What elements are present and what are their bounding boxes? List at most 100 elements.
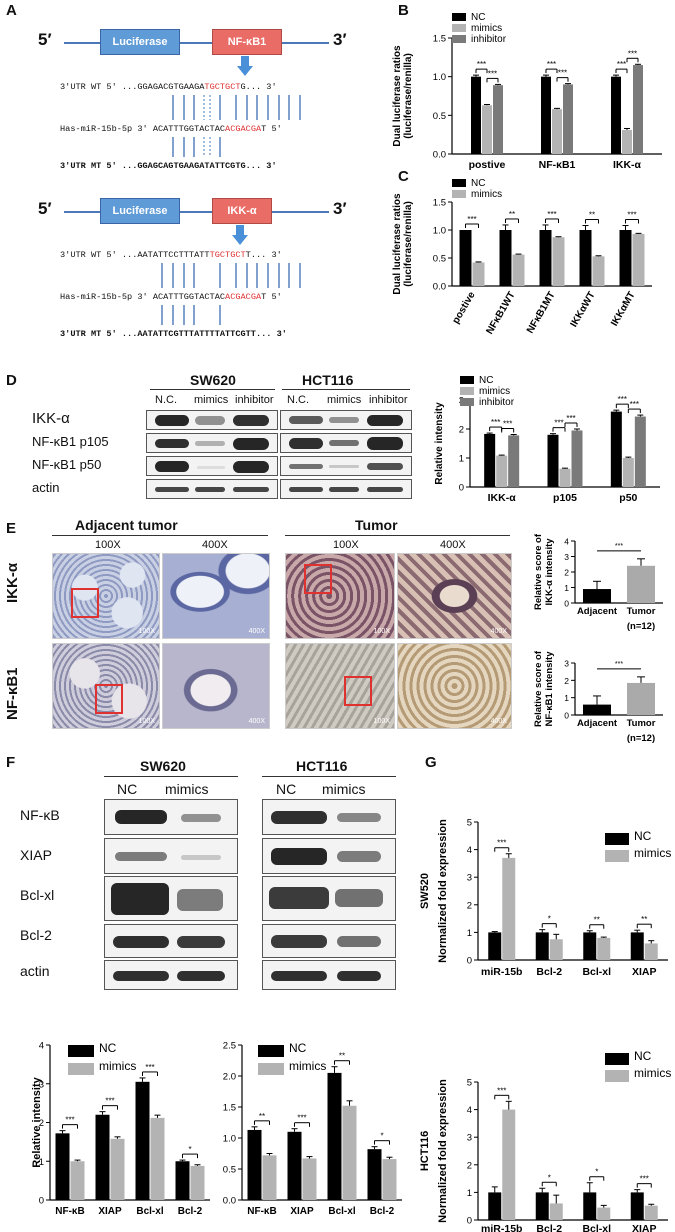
sig-label: *** [628,49,637,58]
bar [611,76,621,154]
bar [247,1129,262,1200]
sig-label: *** [488,69,497,78]
blot-band [337,936,381,947]
sig-label: *** [615,543,623,550]
blot-band [195,487,225,492]
y-tick-label: 3 [467,1133,472,1144]
panel-a: 5′ 3′ Luciferase NF-κB1 3'UTR WT 5' ...G… [0,0,380,355]
n-note: (n=12) [627,733,655,744]
panel-label-d: D [6,372,17,389]
y-tick-label: 2 [467,900,472,911]
y-tick-label: 0.5 [433,254,446,265]
y-tick-label: 1 [467,928,472,939]
bar [512,254,525,286]
sig-label: *** [467,215,476,224]
y-tick-label: 4 [39,1041,44,1052]
seq1-mt-lines [172,137,221,157]
x-tick-label: XIAP [98,1206,122,1217]
mag-label: 100X [333,539,359,551]
x-tick-label: NF-κB [55,1206,84,1217]
x-tick-label: NFκB1WT [484,290,517,336]
row-xiap: XIAP [20,847,52,863]
y-tick-label: 5 [467,1078,472,1089]
panel-f-blots: SW620 HCT116 NC mimics NC mimics NF-κB X… [0,755,410,990]
bar [488,1192,502,1220]
bar [634,416,646,487]
x-tick-label: postive [469,159,506,171]
row-bcl2: Bcl-2 [20,927,52,943]
y-tick-label: 0 [467,1216,472,1227]
mag-label: 400X [440,539,466,551]
bar [552,109,562,154]
blot-band [113,936,169,948]
blot-band [337,813,381,822]
row-p105: NF-κB1 p105 [32,434,109,449]
x-tick-label: Adjacent [577,606,618,617]
seq2-mt: 3'UTR MT 5' ...AATATTCGTTTATTTTATTCGTT..… [60,329,287,339]
y-tick-label: 1 [39,1157,44,1168]
blot-band [233,438,269,450]
legend-swatch [460,387,474,395]
col-nc: NC [117,781,138,797]
y-tick-label: 3 [564,552,569,562]
legend-swatch [68,1045,94,1057]
x-tick-label: Tumor [627,606,656,617]
sig-label: * [595,1168,598,1177]
scale-label: 100X [373,628,390,635]
bar [382,1159,397,1200]
y-axis-label: Normalized fold expression [437,1079,449,1223]
bar [633,65,643,154]
blot-strip [262,838,396,874]
bar [327,1072,342,1200]
ikka-box: IKK-α [212,198,272,224]
blot-strip [146,479,278,499]
bar [488,932,502,960]
legend-label: mimics [479,386,510,397]
x-tick-label: Bcl-xl [582,1223,611,1232]
y-tick-label: 3 [467,873,472,884]
x-tick-label: NFκB1MT [525,290,558,335]
legend-label: NC [471,12,485,23]
col-mimics: mimics [194,394,229,406]
arrow-down-icon [237,56,253,76]
legend-label: mimics [471,189,502,200]
sig-label: *** [65,1116,74,1125]
header-rule [282,389,410,390]
nfkb1-box: NF-κB1 [212,29,282,55]
sig-label: *** [297,1114,306,1123]
blot-strip [104,799,238,835]
panel-e-histology: Adjacent tumor Tumor 100X 400X 100X 400X… [0,515,530,729]
x-tick-label: IKKαWT [569,290,598,329]
legend-label: mimics [471,23,502,34]
header-rule [150,389,275,390]
chart-e2: 0 1 2 3 Relative score of NF-κB1 intensity Adj… [533,650,663,744]
legend-label: NC [479,375,493,386]
y-tick-label: 0.0 [223,1196,236,1207]
col-mimics: mimics [165,781,209,797]
seq1-mt: 3'UTR MT 5' ...GGAGCAGTGAAGATATTCGTG... … [60,161,277,171]
bar [549,939,563,960]
bar [482,105,492,154]
bar [262,1155,277,1200]
y-tick-label: 5 [467,818,472,829]
row-ikka: IKK-α [32,410,70,427]
sig-label: *** [627,211,636,220]
sig-label: * [188,1145,191,1154]
zoom-region-box [304,564,332,594]
blot-band [269,887,329,909]
sig-label: *** [497,1086,506,1095]
zoom-region-box [344,676,372,706]
adjacent-header: Adjacent tumor [75,517,178,533]
panel-label-a: A [6,2,17,19]
n-note: (n=12) [627,621,655,632]
bar [342,1105,357,1200]
sig-label: ** [641,915,647,924]
bar [55,1133,70,1200]
histology-tile: 400X [397,553,512,639]
y-axis-label: Relative score of [533,650,544,727]
bar [644,1205,658,1220]
x-tick-label: Bcl-2 [178,1206,203,1217]
bar [552,237,565,286]
sig-label: ** [339,1052,345,1061]
